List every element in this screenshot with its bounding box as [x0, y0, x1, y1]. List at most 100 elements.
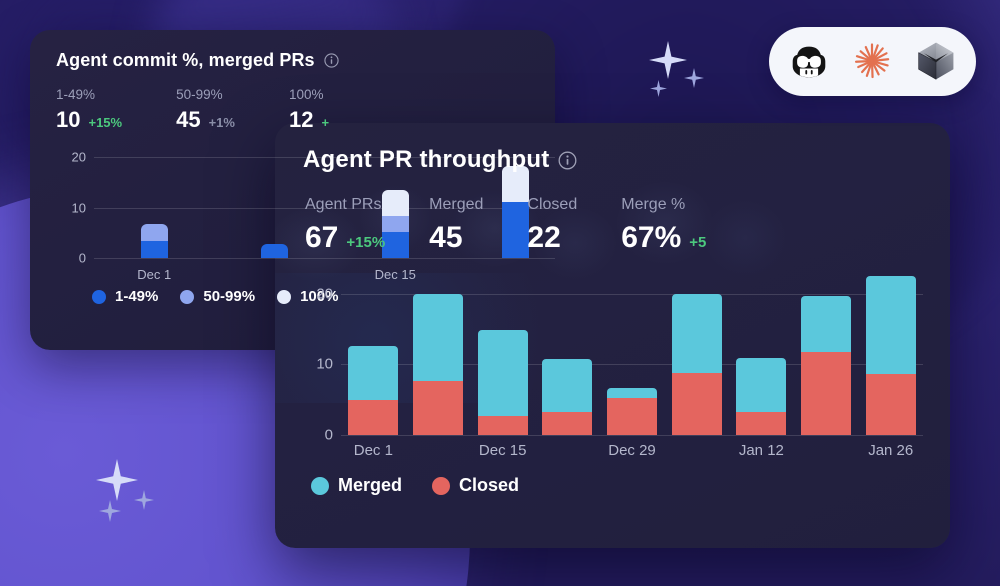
agent-commit-y-tick-label: 0 [78, 250, 86, 266]
agent-commit-legend-label: 100% [300, 288, 339, 305]
agent-pr-stat-value: 45 [429, 221, 463, 254]
agent-commit-legend-label: 50-99% [203, 288, 256, 305]
agent-commit-stat-value: 45 [176, 107, 201, 132]
agent-pr-bar-segment [736, 358, 787, 412]
agent-commit-legend-dot [92, 289, 106, 304]
agent-commit-bar-segment [140, 224, 168, 241]
agent-pr-bar-segment [477, 415, 528, 435]
agent-commit-bar[interactable] [261, 243, 289, 258]
agent-commit-bar[interactable] [502, 165, 530, 258]
agent-pr-legend-item[interactable]: Merged [311, 475, 402, 496]
claude-sunburst-icon[interactable] [850, 39, 896, 85]
agent-pr-bar[interactable] [542, 359, 593, 435]
agent-pr-bar-slot [794, 269, 859, 435]
agent-pr-bar[interactable] [865, 276, 916, 435]
agent-pr-x-tick-label: Jan 12 [738, 442, 784, 459]
agent-pr-x-tick-label [664, 442, 729, 459]
agent-commit-y-tick-label: 10 [71, 200, 86, 216]
agent-pr-bar-segment [736, 411, 787, 435]
agent-commit-bar-segment [381, 215, 409, 232]
agent-commit-x-tick-label: Dec 15 [374, 267, 416, 282]
agent-commit-legend-dot [180, 289, 195, 304]
agent-commit-bar[interactable] [140, 224, 168, 258]
agent-commit-stat-value-row: 45 +1% [176, 107, 235, 133]
agent-commit-legend-item[interactable]: 1-49% [92, 288, 158, 305]
agent-commit-bar-slot [456, 147, 556, 258]
agent-commit-gridline [94, 157, 555, 159]
agent-pr-bar-segment [413, 293, 463, 382]
agent-pr-bar-segment [671, 294, 722, 373]
agent-pr-stat-label: Closed [527, 196, 578, 213]
agent-pr-x-tick-label [535, 442, 600, 459]
agent-commit-card[interactable]: Agent commit %, merged PRs 1-49% 10 +15% 50… [30, 30, 555, 350]
agent-pr-bar-slot [406, 269, 471, 435]
agent-pr-bar-segment [607, 398, 658, 435]
agent-commit-stat-label: 50-99% [176, 87, 223, 102]
agent-pr-bar-segment [542, 359, 593, 413]
agent-pr-bar-segment [477, 329, 528, 416]
agent-pr-throughput-plot-area: 0 10 20 [316, 269, 923, 444]
agent-commit-bar-slot [94, 147, 215, 258]
agent-commit-bar-segment [381, 231, 409, 258]
agent-pr-bar-segment [542, 412, 593, 435]
agent-commit-stat-label: 1-49% [56, 87, 96, 102]
agent-commit-stat-value: 12 [288, 107, 314, 132]
agent-commit-bar-segment [261, 243, 289, 258]
agent-commit-stat-label: 100% [288, 87, 324, 102]
agent-pr-stat-label: Merge % [621, 196, 686, 213]
metallic-cube-icon[interactable] [914, 39, 960, 85]
agent-pr-legend-item[interactable]: Closed [432, 475, 519, 496]
agent-commit-stats: 1-49% 10 +15% 50-99% 45 +1% 100% 12 + [30, 71, 555, 133]
agent-pr-bar[interactable] [477, 329, 528, 435]
agent-pr-bar[interactable] [348, 346, 399, 435]
agent-commit-bar-slot [335, 147, 456, 258]
agent-pr-stat-value-row: 45 [429, 221, 483, 255]
agent-pr-bar[interactable] [801, 295, 852, 435]
agent-pr-bar-segment [348, 399, 399, 435]
agent-pr-stat-value: 67% [621, 221, 682, 254]
agent-commit-legend-item[interactable]: 50-99% [180, 288, 255, 305]
agent-commit-stat-delta: + [321, 115, 330, 130]
agent-pr-bar[interactable] [607, 388, 658, 435]
agent-pr-stat-value-row: 67 +15% [305, 221, 385, 255]
agent-commit-stat-2: 100% 12 + [289, 87, 329, 133]
agent-pr-bar-slot [858, 269, 923, 435]
agent-pr-throughput-stats: Agent PRs 67 +15% Merged 45 Closed 22 Merge % 67… [275, 174, 950, 255]
agent-pr-stat-value: 67 [305, 221, 339, 254]
github-copilot-icon[interactable] [786, 39, 832, 85]
info-circle-icon[interactable] [324, 53, 339, 68]
agent-commit-legend-label: 1-49% [115, 288, 159, 305]
agent-pr-bar[interactable] [736, 358, 787, 435]
info-circle-icon[interactable] [558, 151, 577, 170]
agent-pr-bar[interactable] [671, 294, 722, 435]
agent-pr-stat-delta: +15% [346, 234, 386, 251]
agent-commit-bar-segment [502, 201, 530, 258]
agent-commit-legend-item[interactable]: 100% [277, 288, 338, 305]
agent-commit-stat-delta: +1% [208, 115, 235, 130]
agent-commit-bar[interactable] [381, 189, 409, 258]
agent-pr-bar-slot [535, 269, 600, 435]
agent-commit-stat-delta: +15% [88, 115, 123, 130]
agent-pr-bar-segment [413, 381, 463, 435]
agent-commit-legend-dot [277, 289, 292, 304]
brand-logo-pill[interactable] [769, 27, 976, 96]
card-title-text: Agent PR throughput [303, 146, 550, 173]
agent-pr-throughput-chart: 0 10 20 Dec 1 Dec 15 Dec 29 Jan 12 Jan 26 [303, 269, 923, 459]
agent-pr-throughput-card[interactable]: Agent PR throughput Agent PRs 67 +15% Merge… [275, 123, 950, 548]
agent-pr-throughput-legend: Merged Closed [275, 459, 950, 496]
agent-pr-bar-segment [348, 346, 399, 400]
agent-commit-y-tick-label: 20 [71, 149, 86, 165]
agent-commit-card-title: Agent commit %, merged PRs [30, 30, 555, 71]
card-title-text: Agent commit %, merged PRs [56, 50, 315, 70]
agent-pr-legend-dot [311, 476, 329, 495]
agent-commit-gridline [94, 258, 555, 259]
agent-pr-bar-segment [801, 295, 852, 353]
agent-pr-bar[interactable] [413, 293, 463, 435]
agent-pr-legend-dot [432, 476, 451, 495]
agent-commit-stat-value: 10 [56, 107, 81, 132]
agent-pr-y-tick-label: 10 [316, 355, 333, 373]
agent-commit-bar-segment [502, 165, 530, 202]
agent-pr-x-tick-label: Jan 26 [868, 442, 914, 459]
agent-commit-x-axis: Dec 1 Dec 15 [94, 267, 555, 282]
agent-pr-bar-segment [607, 388, 658, 399]
